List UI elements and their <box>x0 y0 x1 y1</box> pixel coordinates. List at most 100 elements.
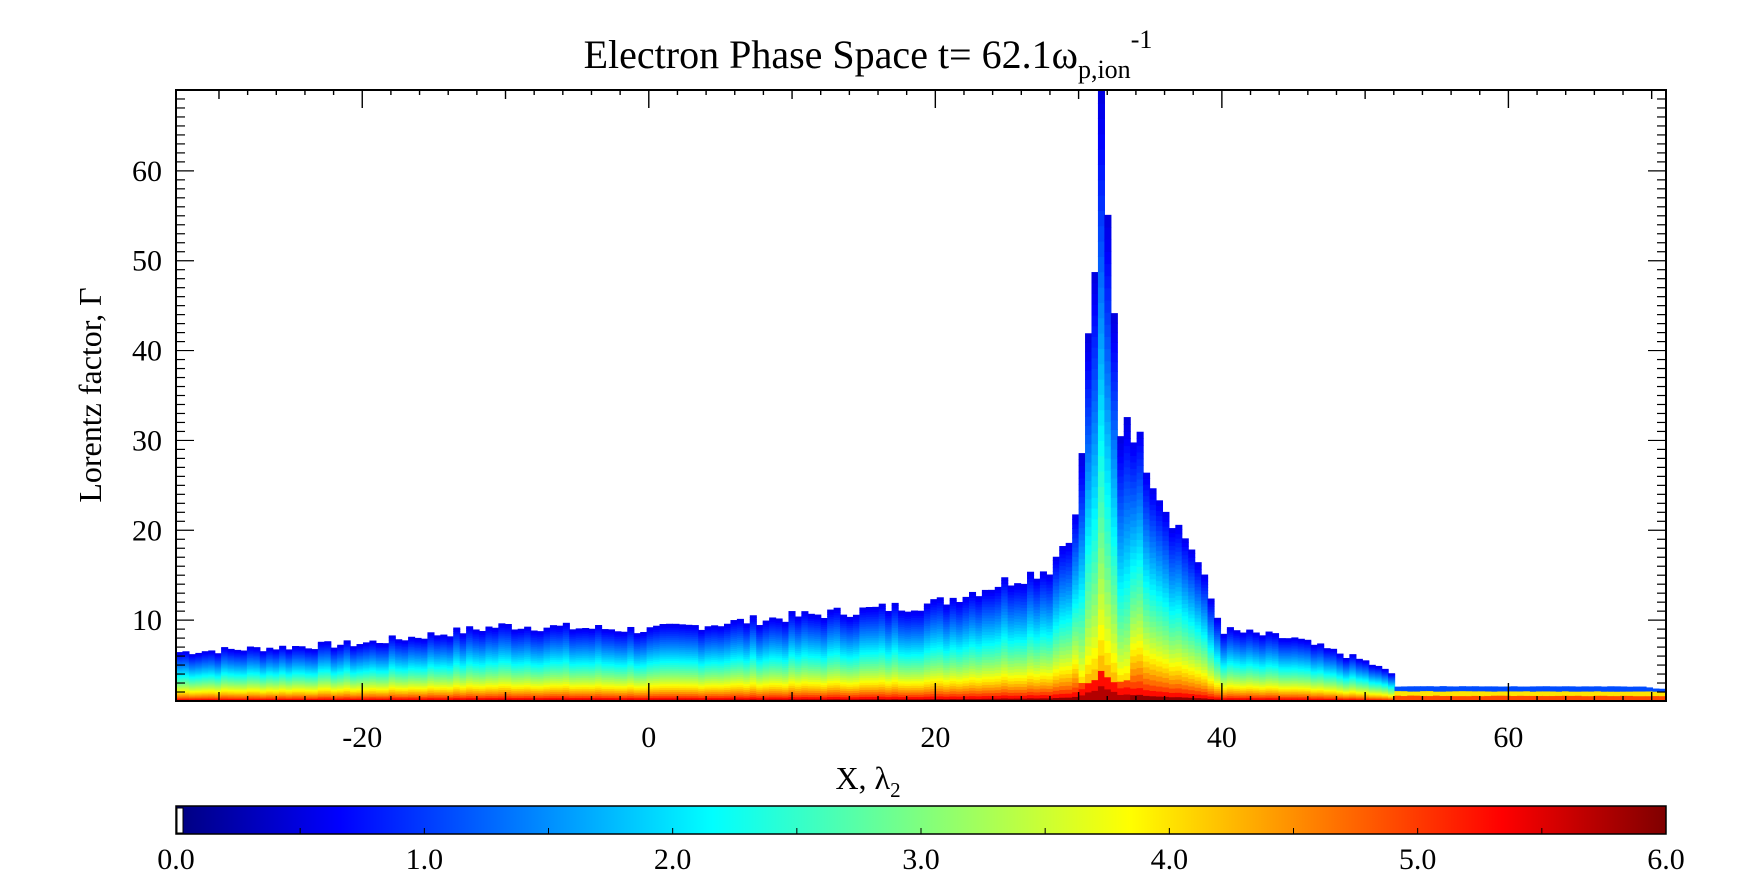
heatmap-cell <box>414 637 422 641</box>
heatmap-cell <box>910 698 919 701</box>
heatmap-cell <box>279 658 287 661</box>
heatmap-cell <box>646 629 654 632</box>
heatmap-cell <box>253 694 261 697</box>
heatmap-cell <box>511 661 519 665</box>
heatmap-cell <box>820 634 828 638</box>
heatmap-cell <box>195 666 203 668</box>
heatmap-cell <box>524 661 532 665</box>
heatmap-cell <box>653 627 661 631</box>
heatmap-cell <box>272 655 280 658</box>
heatmap-cell <box>549 640 557 643</box>
heatmap-cell <box>943 640 951 644</box>
heatmap-cell <box>678 645 686 648</box>
heatmap-cell <box>698 677 706 681</box>
heatmap-cell <box>311 664 319 667</box>
heatmap-cell <box>930 693 938 697</box>
heatmap-cell <box>975 617 983 621</box>
heatmap-cell <box>743 629 751 632</box>
heatmap-cell <box>872 637 880 641</box>
heatmap-cell <box>878 640 886 644</box>
heatmap-cell <box>234 669 242 671</box>
heatmap-cell <box>678 683 686 687</box>
heatmap-cell <box>369 654 377 657</box>
heatmap-cell <box>672 645 680 648</box>
heatmap-cell <box>537 655 545 658</box>
heatmap-cell <box>427 663 435 666</box>
heatmap-cell <box>827 675 835 679</box>
heatmap-cell <box>917 642 925 646</box>
heatmap-cell <box>949 610 957 614</box>
heatmap-cell <box>414 674 422 677</box>
heatmap-cell <box>794 635 802 639</box>
heatmap-cell <box>266 674 274 677</box>
heatmap-cell <box>678 693 686 696</box>
heatmap-cell <box>969 668 977 672</box>
heatmap-cell <box>962 607 970 611</box>
heatmap-cell <box>691 636 699 639</box>
heatmap-cell <box>595 666 603 670</box>
heatmap-cell <box>369 642 377 645</box>
heatmap-cell <box>962 604 970 608</box>
heatmap-cell <box>627 649 635 652</box>
heatmap-cell <box>691 655 699 658</box>
heatmap-cell <box>704 629 712 633</box>
heatmap-cell <box>511 658 519 661</box>
heatmap-cell <box>646 689 654 693</box>
heatmap-cell <box>556 638 564 642</box>
heatmap-cell <box>201 677 209 680</box>
heatmap-cell <box>659 679 667 683</box>
heatmap-cell <box>962 654 970 658</box>
heatmap-cell <box>659 647 667 650</box>
heatmap-cell <box>537 676 545 679</box>
heatmap-cell <box>807 666 815 669</box>
heatmap-cell <box>814 662 822 665</box>
heatmap-cell <box>769 659 777 662</box>
heatmap-cell <box>595 663 603 666</box>
heatmap-cell <box>756 626 764 630</box>
heatmap-cell <box>923 637 931 641</box>
heatmap-cell <box>794 669 802 673</box>
heatmap-cell <box>408 654 416 657</box>
heatmap-cell <box>807 635 815 639</box>
heatmap-cell <box>433 681 441 684</box>
heatmap-cell <box>317 647 325 650</box>
heatmap-cell <box>524 663 532 667</box>
heatmap-cell <box>375 664 383 667</box>
heatmap-cell <box>601 665 609 668</box>
heatmap-cell <box>466 629 474 633</box>
heatmap-cell <box>272 658 280 661</box>
heatmap-cell <box>582 697 590 700</box>
heatmap-cell <box>691 634 699 638</box>
heatmap-cell <box>324 663 332 666</box>
heatmap-cell <box>885 687 893 691</box>
heatmap-cell <box>788 656 796 659</box>
heatmap-cell <box>730 656 738 660</box>
heatmap-cell <box>878 610 886 614</box>
heatmap-cell <box>530 683 538 686</box>
heatmap-cell <box>356 681 364 684</box>
heatmap-cell <box>917 671 925 675</box>
heatmap-cell <box>427 661 435 664</box>
heatmap-cell <box>846 635 854 639</box>
heatmap-cell <box>208 698 216 701</box>
heatmap-cell <box>537 657 545 660</box>
heatmap-cell <box>549 625 557 628</box>
heatmap-cell <box>556 697 564 700</box>
heatmap-cell <box>253 664 261 667</box>
heatmap-cell <box>292 661 300 664</box>
heatmap-cell <box>292 691 300 694</box>
heatmap-cell <box>279 659 287 662</box>
heatmap-cell <box>517 639 525 643</box>
heatmap-cell <box>730 672 738 676</box>
heatmap-cell <box>730 666 738 670</box>
heatmap-cell <box>446 637 454 641</box>
heatmap-cell <box>724 623 732 627</box>
heatmap-cell <box>498 681 506 685</box>
heatmap-cell <box>588 666 596 670</box>
heatmap-cell <box>466 667 474 670</box>
heatmap-cell <box>582 633 590 636</box>
heatmap-cell <box>304 690 312 693</box>
heatmap-cell <box>201 696 209 698</box>
heatmap-cell <box>627 660 635 663</box>
heatmap-cell <box>446 684 454 688</box>
